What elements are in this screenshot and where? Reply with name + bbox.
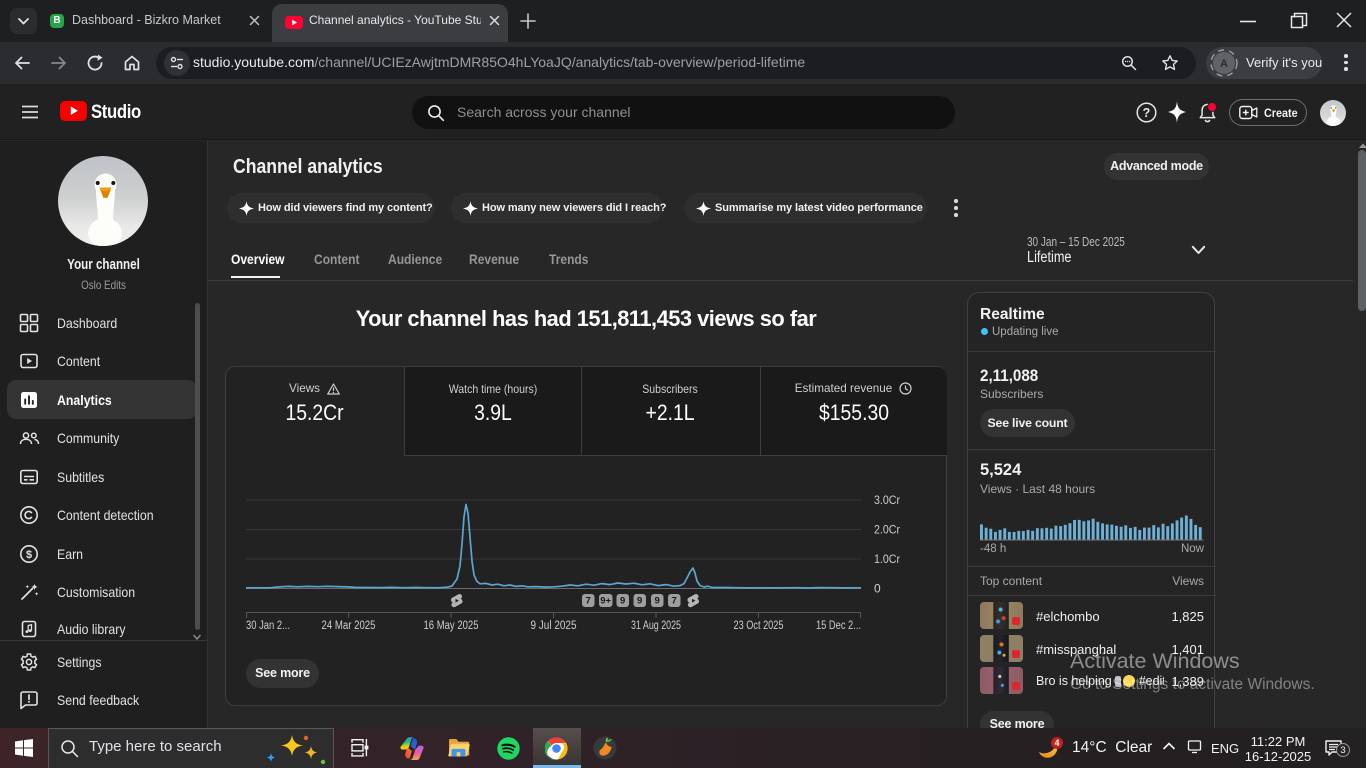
svg-text:9: 9 [637, 596, 642, 607]
svg-text:9+: 9+ [600, 596, 611, 607]
svg-text:3.0Cr: 3.0Cr [874, 493, 900, 507]
svg-text:0: 0 [874, 582, 881, 596]
svg-text:7: 7 [672, 596, 677, 607]
svg-text:23 Oct 2025: 23 Oct 2025 [734, 620, 784, 632]
svg-text:7: 7 [586, 596, 591, 607]
svg-text:9: 9 [620, 596, 625, 607]
svg-text:30 Jan 2...: 30 Jan 2... [246, 620, 290, 632]
svg-text:$: $ [26, 549, 32, 561]
svg-text:24 Mar 2025: 24 Mar 2025 [322, 620, 376, 632]
svg-text:9: 9 [655, 596, 660, 607]
svg-text:31 Aug 2025: 31 Aug 2025 [631, 620, 681, 632]
svg-text:1.0Cr: 1.0Cr [874, 552, 900, 566]
svg-text:16 May 2025: 16 May 2025 [424, 620, 479, 632]
svg-text:15 Dec 2...: 15 Dec 2... [816, 620, 861, 632]
svg-text:?: ? [1143, 106, 1151, 120]
svg-text:A: A [1220, 58, 1228, 70]
svg-text:2.0Cr: 2.0Cr [874, 523, 900, 537]
svg-text:9 Jul 2025: 9 Jul 2025 [531, 620, 577, 632]
